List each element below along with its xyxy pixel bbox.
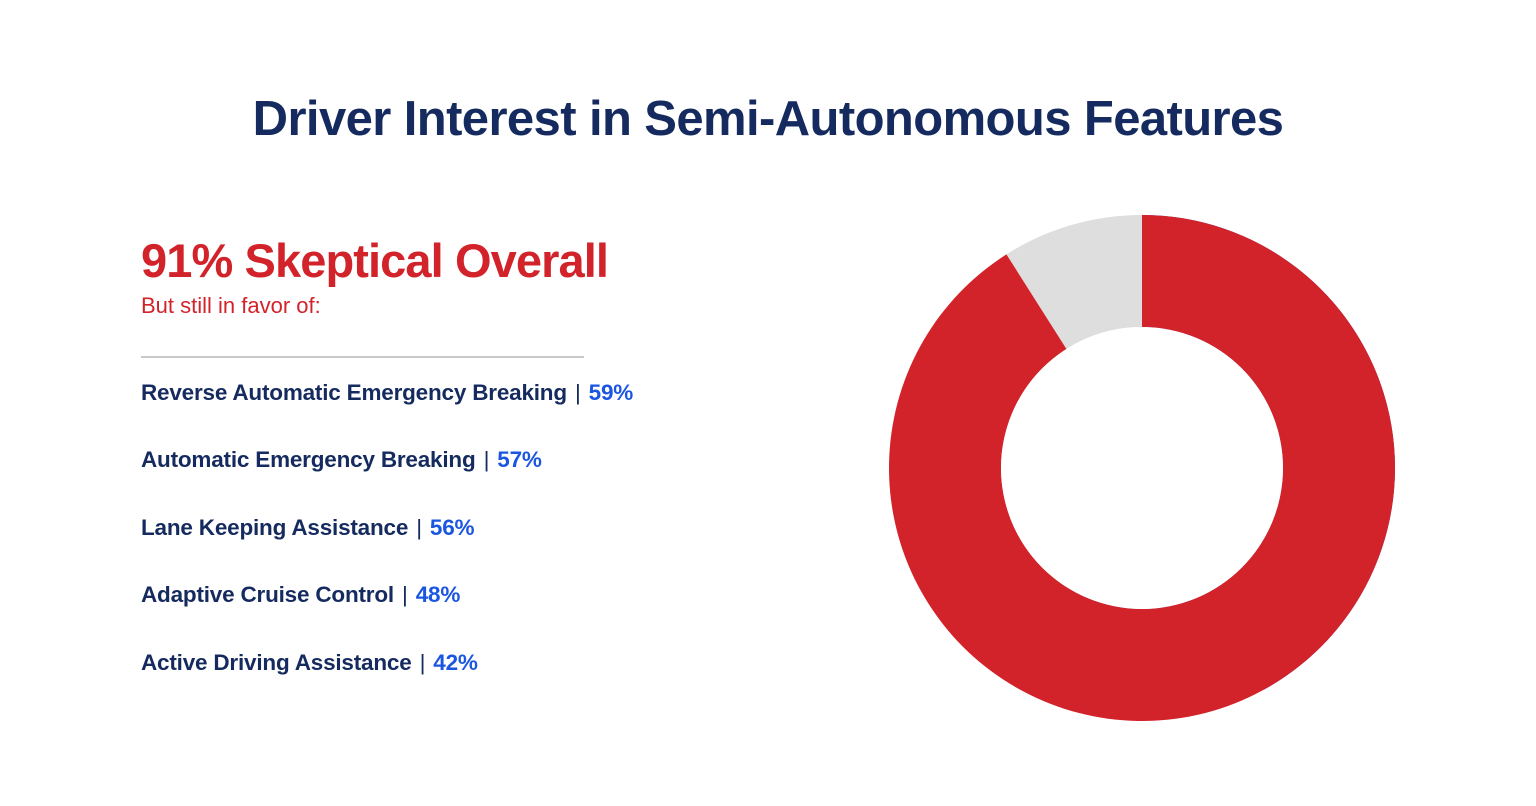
- headline-stat: 91% Skeptical Overall: [141, 234, 609, 287]
- stats-panel: 91% Skeptical Overall But still in favor…: [141, 236, 841, 695]
- feature-percent: 59%: [588, 379, 634, 405]
- feature-separator: |: [568, 379, 587, 405]
- feature-percent: 57%: [497, 447, 542, 473]
- donut-chart-svg: [889, 215, 1395, 721]
- list-item: Active Driving Assistance | 42%: [141, 649, 841, 675]
- feature-label: Reverse Automatic Emergency Breaking: [141, 379, 567, 405]
- donut-chart: [888, 213, 1396, 723]
- outer-ring-slice-not-skeptical: [1006, 215, 1142, 349]
- feature-percent: 42%: [433, 649, 478, 675]
- feature-label: Active Driving Assistance: [141, 649, 412, 675]
- feature-label: Automatic Emergency Breaking: [141, 447, 476, 473]
- feature-separator: |: [413, 649, 432, 675]
- donut-center-hole: [1001, 327, 1283, 609]
- divider: [141, 355, 584, 358]
- list-item: Automatic Emergency Breaking | 57%: [141, 447, 841, 473]
- headline-subtitle: But still in favor of:: [141, 293, 321, 319]
- feature-label: Lane Keeping Assistance: [141, 514, 409, 540]
- outer-ring-slice-skeptical: [889, 215, 1395, 721]
- feature-percent: 48%: [415, 582, 461, 608]
- feature-list: Reverse Automatic Emergency Breaking | 5…: [141, 379, 841, 675]
- list-item: Lane Keeping Assistance | 56%: [141, 514, 841, 540]
- feature-label: Adaptive Cruise Control: [141, 582, 394, 608]
- feature-separator: |: [410, 514, 428, 540]
- feature-separator: |: [477, 447, 496, 473]
- feature-separator: |: [395, 582, 414, 608]
- page-title: Driver Interest in Semi-Autonomous Featu…: [252, 91, 1284, 146]
- list-item: Adaptive Cruise Control | 48%: [141, 582, 841, 608]
- feature-percent: 56%: [429, 514, 475, 540]
- list-item: Reverse Automatic Emergency Breaking | 5…: [141, 379, 841, 405]
